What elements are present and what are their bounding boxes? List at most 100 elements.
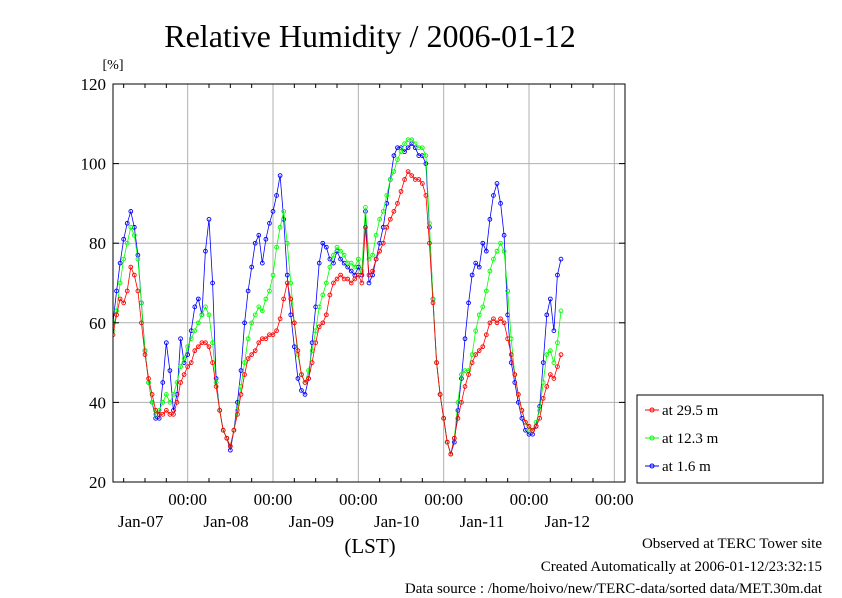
data-point (501, 232, 507, 238)
data-point (192, 348, 198, 354)
x-tick-time: 00:00 (424, 490, 463, 509)
data-point (316, 260, 322, 266)
data-point (491, 316, 496, 322)
data-point (491, 256, 496, 262)
legend: at 29.5 m at 12.3 m at 1.6 m (636, 394, 824, 484)
data-point (277, 316, 283, 322)
x-tick-date: Jan-09 (289, 512, 334, 531)
data-point (480, 304, 486, 310)
data-point (227, 443, 233, 449)
data-point (163, 392, 169, 397)
data-point (114, 288, 119, 294)
data-point (252, 240, 258, 246)
data-point (359, 268, 365, 274)
data-point (366, 256, 372, 262)
data-point (473, 260, 479, 266)
data-point (480, 344, 486, 350)
data-point (427, 240, 432, 246)
data-point (345, 276, 351, 282)
data-point (281, 296, 287, 302)
y-tick-label: 20 (89, 473, 106, 492)
data-point (547, 372, 553, 377)
data-point (412, 141, 418, 147)
data-point (469, 272, 475, 278)
legend-box (636, 394, 824, 484)
data-point (195, 344, 201, 350)
data-point (363, 224, 368, 230)
data-point (459, 372, 464, 377)
data-point (334, 244, 340, 250)
data-point (402, 141, 407, 147)
data-point (149, 392, 155, 397)
data-point (238, 368, 244, 373)
data-point (391, 169, 397, 174)
data-point (302, 392, 308, 397)
data-point (551, 328, 557, 334)
data-point (320, 320, 326, 326)
data-point (131, 272, 137, 278)
data-point (338, 256, 343, 262)
data-source-note: Data source : /home/hoivo/new/TERC-data/… (404, 581, 822, 597)
data-point (530, 427, 535, 433)
data-point (555, 272, 560, 278)
data-point (416, 177, 422, 182)
data-point (277, 173, 283, 178)
data-point (540, 360, 546, 365)
data-point (206, 312, 212, 318)
data-point (299, 388, 304, 393)
data-point (131, 232, 137, 238)
data-point (263, 236, 269, 242)
data-point (274, 328, 279, 334)
data-point (192, 328, 198, 334)
data-point (231, 427, 237, 433)
data-point (309, 360, 315, 365)
data-point (366, 272, 372, 278)
data-point (423, 153, 429, 158)
data-point (537, 408, 543, 413)
y-tick-label: 80 (89, 234, 106, 253)
data-point (139, 320, 144, 326)
data-point (338, 248, 343, 254)
data-point (117, 260, 123, 266)
x-axis-label: (LST) (344, 534, 395, 558)
data-point (537, 415, 543, 421)
x-tick-date: Jan-07 (118, 512, 164, 531)
data-point (363, 205, 368, 210)
y-tick-label: 120 (81, 75, 107, 94)
data-point (459, 400, 464, 405)
data-point (124, 240, 130, 246)
data-point (203, 340, 208, 346)
data-point (160, 411, 166, 417)
data-point (284, 240, 290, 246)
data-point (512, 372, 518, 377)
data-point (498, 201, 503, 206)
data-point (323, 280, 329, 286)
data-point (555, 364, 560, 369)
data-point (483, 332, 489, 338)
data-point (270, 332, 276, 338)
y-tick-label: 40 (89, 393, 106, 412)
data-point (242, 372, 247, 377)
legend-swatch-marker (649, 407, 655, 413)
data-point (210, 280, 215, 286)
data-point (547, 348, 553, 354)
data-point (494, 320, 500, 326)
data-point (377, 248, 383, 254)
data-point (434, 360, 439, 365)
data-point (263, 336, 269, 342)
data-point (355, 256, 361, 262)
data-point (327, 256, 333, 262)
data-point (551, 360, 557, 365)
data-point (288, 312, 294, 318)
data-point (494, 248, 500, 254)
data-point (338, 272, 343, 278)
data-point (295, 376, 301, 381)
data-point (320, 292, 326, 298)
data-point (135, 256, 141, 262)
data-point (419, 181, 425, 186)
data-point (348, 268, 354, 274)
data-point (377, 216, 383, 222)
data-point (217, 408, 223, 413)
series-0 (113, 169, 564, 457)
data-point (167, 400, 173, 405)
